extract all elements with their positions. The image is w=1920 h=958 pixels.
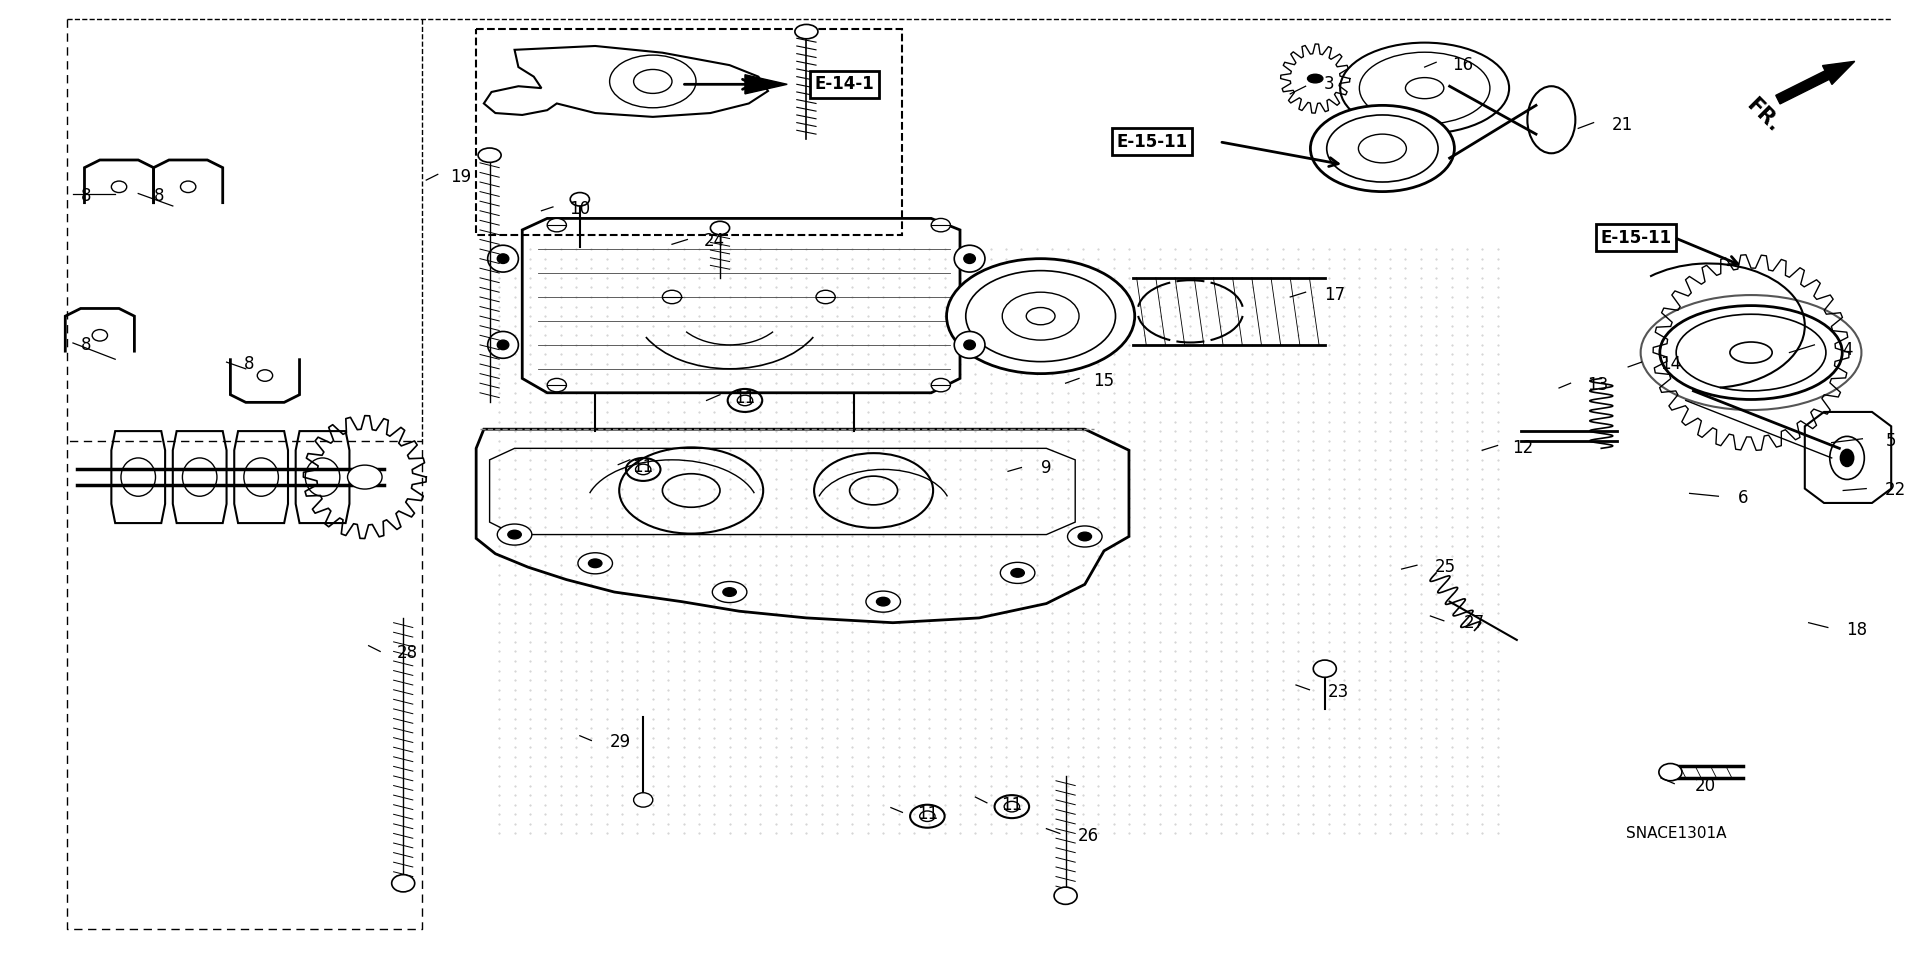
Ellipse shape bbox=[1025, 308, 1056, 325]
Ellipse shape bbox=[111, 181, 127, 193]
Text: 11: 11 bbox=[632, 458, 655, 475]
Ellipse shape bbox=[1839, 449, 1855, 467]
Text: 28: 28 bbox=[396, 645, 419, 662]
Ellipse shape bbox=[1308, 75, 1323, 83]
Text: 21: 21 bbox=[1611, 116, 1634, 133]
Ellipse shape bbox=[634, 792, 653, 807]
Text: 24: 24 bbox=[703, 233, 726, 250]
Ellipse shape bbox=[964, 340, 975, 350]
Ellipse shape bbox=[507, 531, 522, 539]
Ellipse shape bbox=[588, 559, 603, 567]
Ellipse shape bbox=[947, 259, 1135, 374]
Ellipse shape bbox=[497, 254, 509, 263]
Ellipse shape bbox=[1313, 660, 1336, 677]
Text: 27: 27 bbox=[1463, 614, 1486, 631]
Text: 11: 11 bbox=[1000, 796, 1023, 813]
Ellipse shape bbox=[1079, 533, 1091, 540]
Ellipse shape bbox=[964, 254, 975, 263]
Text: 12: 12 bbox=[1511, 440, 1534, 457]
Text: 5: 5 bbox=[1885, 432, 1897, 449]
Ellipse shape bbox=[1000, 562, 1035, 583]
Text: 8: 8 bbox=[81, 336, 92, 354]
Text: 11: 11 bbox=[733, 389, 756, 406]
Text: 9: 9 bbox=[1041, 459, 1052, 476]
Ellipse shape bbox=[866, 591, 900, 612]
Ellipse shape bbox=[710, 221, 730, 235]
Text: 6: 6 bbox=[1738, 490, 1749, 507]
Ellipse shape bbox=[1730, 342, 1772, 363]
Ellipse shape bbox=[1659, 764, 1682, 781]
Text: 26: 26 bbox=[1077, 828, 1100, 845]
Text: 8: 8 bbox=[244, 355, 255, 373]
Ellipse shape bbox=[931, 378, 950, 392]
Ellipse shape bbox=[876, 598, 891, 606]
Text: 29: 29 bbox=[609, 734, 632, 751]
Ellipse shape bbox=[954, 331, 985, 358]
Ellipse shape bbox=[662, 290, 682, 304]
Text: 8: 8 bbox=[81, 188, 92, 205]
Text: SNACE1301A: SNACE1301A bbox=[1626, 826, 1726, 841]
Ellipse shape bbox=[92, 330, 108, 341]
Ellipse shape bbox=[712, 582, 747, 603]
Text: 3: 3 bbox=[1323, 76, 1334, 93]
Ellipse shape bbox=[795, 25, 818, 39]
Text: 19: 19 bbox=[449, 169, 472, 186]
FancyArrow shape bbox=[1776, 61, 1855, 103]
Text: 16: 16 bbox=[1452, 57, 1475, 74]
Text: 10: 10 bbox=[568, 200, 591, 217]
Polygon shape bbox=[745, 75, 787, 94]
Ellipse shape bbox=[722, 588, 737, 596]
Ellipse shape bbox=[547, 218, 566, 232]
Text: 18: 18 bbox=[1845, 622, 1868, 639]
Text: FR.: FR. bbox=[1741, 94, 1784, 136]
Ellipse shape bbox=[578, 553, 612, 574]
Ellipse shape bbox=[392, 875, 415, 892]
Ellipse shape bbox=[257, 370, 273, 381]
Text: 25: 25 bbox=[1434, 559, 1457, 576]
Ellipse shape bbox=[478, 148, 501, 163]
Ellipse shape bbox=[816, 290, 835, 304]
Text: 22: 22 bbox=[1884, 482, 1907, 499]
Text: 23: 23 bbox=[1327, 683, 1350, 700]
Ellipse shape bbox=[570, 193, 589, 206]
Ellipse shape bbox=[954, 245, 985, 272]
Text: 14: 14 bbox=[1659, 355, 1682, 373]
Text: 13: 13 bbox=[1586, 376, 1609, 394]
Ellipse shape bbox=[348, 466, 382, 490]
Ellipse shape bbox=[1068, 526, 1102, 547]
Ellipse shape bbox=[931, 218, 950, 232]
Text: 15: 15 bbox=[1092, 373, 1116, 390]
Text: E-15-11: E-15-11 bbox=[1116, 133, 1188, 150]
Ellipse shape bbox=[497, 340, 509, 350]
Text: 17: 17 bbox=[1323, 286, 1346, 304]
Text: 8: 8 bbox=[154, 188, 165, 205]
Ellipse shape bbox=[488, 331, 518, 358]
Ellipse shape bbox=[497, 524, 532, 545]
Ellipse shape bbox=[1010, 569, 1025, 577]
Text: 20: 20 bbox=[1693, 777, 1716, 794]
Ellipse shape bbox=[488, 245, 518, 272]
Ellipse shape bbox=[1405, 78, 1444, 99]
Ellipse shape bbox=[1309, 105, 1455, 192]
Text: 4: 4 bbox=[1841, 341, 1853, 358]
Ellipse shape bbox=[1054, 887, 1077, 904]
Text: 11: 11 bbox=[916, 806, 939, 823]
Text: E-15-11: E-15-11 bbox=[1599, 229, 1672, 246]
Ellipse shape bbox=[180, 181, 196, 193]
Bar bbox=[476, 29, 902, 235]
Text: E-14-1: E-14-1 bbox=[814, 76, 876, 93]
Ellipse shape bbox=[547, 378, 566, 392]
